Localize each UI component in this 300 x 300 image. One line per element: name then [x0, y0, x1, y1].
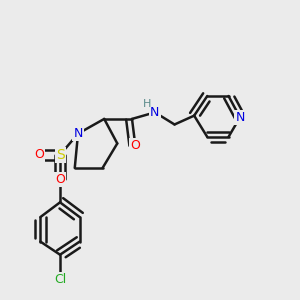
Text: Cl: Cl [54, 273, 66, 286]
Text: N: N [150, 106, 160, 119]
Text: S: S [56, 148, 64, 162]
Text: O: O [55, 173, 65, 186]
Text: O: O [34, 148, 44, 161]
Text: N: N [235, 111, 245, 124]
Text: H: H [142, 99, 151, 109]
Text: O: O [130, 139, 140, 152]
Text: N: N [73, 127, 83, 140]
